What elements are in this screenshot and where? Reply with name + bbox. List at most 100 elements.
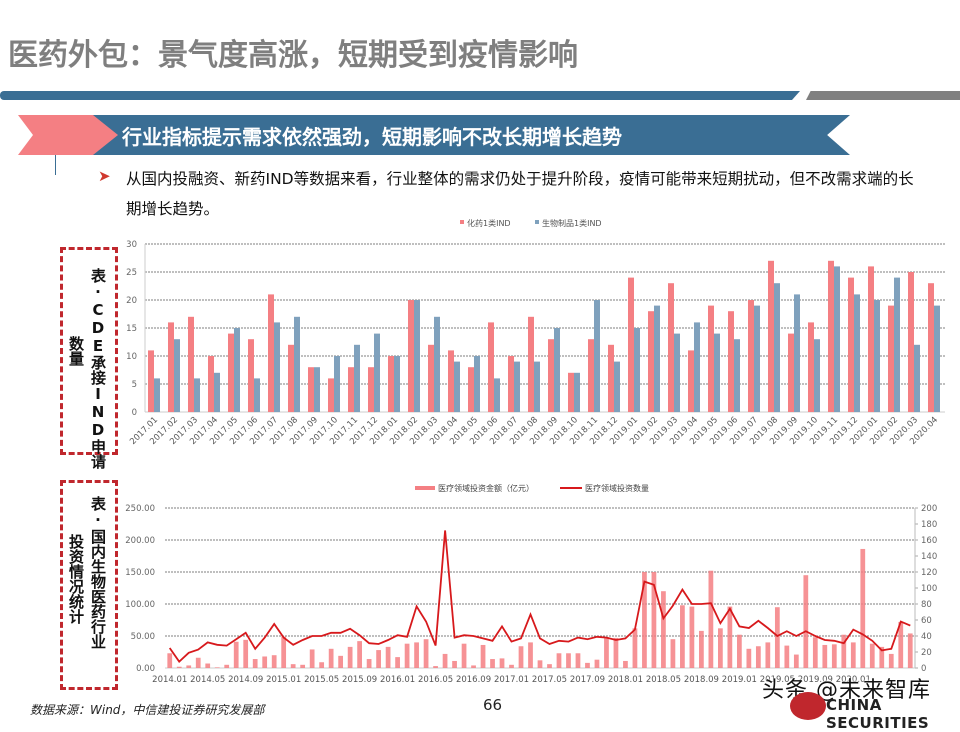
- svg-text:120: 120: [921, 568, 937, 578]
- bar: [588, 339, 594, 412]
- bar: [727, 606, 733, 668]
- bar: [174, 339, 180, 412]
- bar: [736, 634, 742, 668]
- connector-line: [55, 155, 56, 175]
- bar: [651, 572, 657, 668]
- svg-text:2014.01: 2014.01: [152, 675, 187, 685]
- bar: [454, 361, 460, 412]
- bar: [668, 283, 674, 412]
- svg-text:医疗领域投资数量: 医疗领域投资数量: [585, 483, 649, 493]
- bar: [585, 662, 590, 668]
- svg-text:25: 25: [126, 268, 137, 278]
- bar: [490, 659, 495, 668]
- svg-text:0: 0: [132, 408, 137, 418]
- svg-text:200.00: 200.00: [125, 536, 155, 546]
- bar: [414, 300, 420, 412]
- bar: [670, 639, 676, 668]
- logo-text: CHINA SECURITIES: [826, 696, 930, 732]
- bar: [214, 372, 220, 412]
- svg-text:180: 180: [921, 520, 937, 530]
- svg-text:20: 20: [921, 648, 932, 658]
- bar: [688, 350, 694, 412]
- svg-text:40: 40: [921, 632, 932, 642]
- bar: [594, 300, 600, 412]
- bar: [803, 575, 809, 668]
- svg-text:2019.09: 2019.09: [798, 675, 833, 685]
- bar: [689, 606, 695, 668]
- bar: [908, 272, 914, 412]
- bar: [614, 361, 620, 412]
- bar: [699, 630, 704, 668]
- bar: [176, 666, 182, 668]
- bar: [834, 266, 840, 412]
- bar: [508, 356, 514, 412]
- bar: [414, 642, 419, 668]
- bar: [812, 637, 818, 668]
- svg-text:2017.01: 2017.01: [494, 675, 529, 685]
- bar: [514, 361, 520, 412]
- bar: [423, 639, 429, 668]
- svg-text:2016.05: 2016.05: [418, 675, 453, 685]
- bar: [428, 344, 434, 412]
- bar: [167, 653, 173, 668]
- bar: [608, 344, 614, 412]
- bar: [788, 333, 794, 412]
- svg-text:2020.01: 2020.01: [836, 675, 871, 685]
- bar: [394, 356, 400, 412]
- bar: [784, 645, 790, 668]
- bar: [385, 646, 391, 668]
- title-rule-grey: [806, 91, 960, 100]
- bar: [488, 322, 494, 412]
- bar: [186, 665, 192, 668]
- bar: [634, 328, 640, 412]
- bar: [728, 311, 734, 412]
- bar: [874, 300, 880, 412]
- banner-text: 行业指标提示需求依然强劲，短期影响不改长期增长趋势: [122, 125, 622, 149]
- bar: [234, 328, 240, 412]
- bar: [928, 283, 934, 412]
- bar: [793, 654, 799, 668]
- bar: [268, 294, 274, 412]
- bar: [718, 628, 723, 668]
- bar: [774, 283, 780, 412]
- bar: [452, 660, 457, 668]
- bar: [368, 367, 374, 412]
- chart-cde-ind: 化药1类IND 生物制品1类IND0510152025302017.012017.…: [126, 218, 945, 447]
- bar: [765, 642, 771, 668]
- svg-text:200: 200: [921, 504, 937, 514]
- bar: [879, 646, 885, 668]
- bar: [548, 339, 554, 412]
- bar: [408, 300, 414, 412]
- bar: [434, 316, 440, 412]
- bar: [748, 300, 754, 412]
- bar: [448, 350, 454, 412]
- bar: [154, 378, 160, 412]
- svg-text:30: 30: [126, 240, 137, 250]
- watermark: 头条 @未来智库: [762, 678, 931, 703]
- bar: [194, 378, 200, 412]
- bar: [568, 372, 574, 412]
- bar: [534, 361, 540, 412]
- bar: [674, 333, 680, 412]
- bar: [148, 350, 154, 412]
- svg-text:2017.05: 2017.05: [532, 675, 567, 685]
- bar: [461, 643, 467, 668]
- bar: [228, 333, 234, 412]
- bar: [860, 548, 866, 668]
- bar: [556, 653, 562, 668]
- bar: [894, 277, 900, 412]
- bar: [328, 648, 334, 668]
- svg-text:2015.01: 2015.01: [266, 675, 301, 685]
- svg-text:2016.09: 2016.09: [456, 675, 491, 685]
- svg-text:化药1类IND: 化药1类IND: [467, 218, 511, 228]
- bar: [404, 643, 410, 668]
- bar: [528, 316, 534, 412]
- bar: [623, 660, 628, 668]
- logo-emblem-icon: [790, 692, 826, 720]
- bar: [195, 657, 201, 668]
- chart2-caption-col2: 投资情况统计: [67, 534, 85, 624]
- bar: [248, 339, 254, 412]
- bar: [714, 333, 720, 412]
- bar: [338, 655, 344, 668]
- bar: [594, 659, 600, 668]
